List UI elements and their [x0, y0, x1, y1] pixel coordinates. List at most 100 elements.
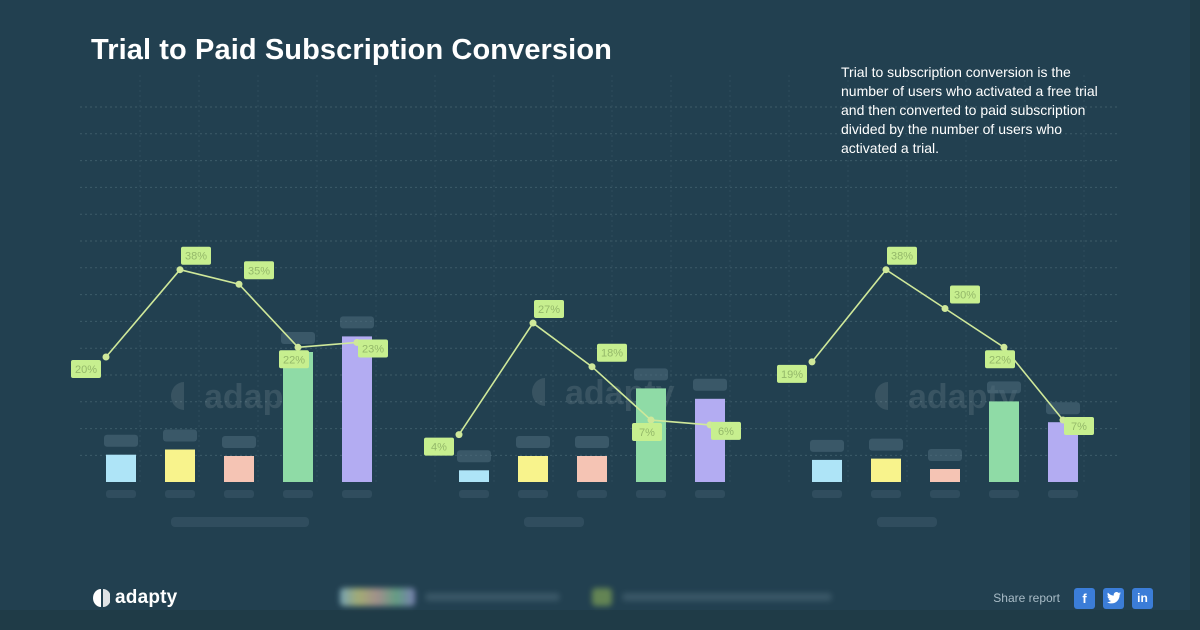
twitter-icon: [1106, 592, 1121, 604]
rate-label-background: [985, 350, 1015, 369]
bar-value-placeholder: [222, 436, 256, 448]
bar-value-placeholder: [928, 449, 962, 461]
rate-point[interactable]: [941, 305, 949, 312]
legend-text-line: [622, 593, 832, 601]
bar[interactable]: [342, 336, 372, 482]
legend-swatch-bars: [340, 588, 415, 606]
rate-label: 19%: [781, 369, 803, 381]
rate-label-background: [358, 339, 388, 358]
rate-label: 27%: [538, 304, 560, 316]
report-panel: [0, 0, 1190, 610]
legend-item-line: [592, 586, 832, 608]
bar[interactable]: [283, 352, 313, 482]
bar-value-placeholder: [987, 381, 1021, 394]
bar[interactable]: [459, 470, 489, 482]
bar-category-placeholder: [930, 490, 960, 498]
bar-value-placeholder: [634, 368, 668, 381]
facebook-share-button[interactable]: f: [1074, 587, 1095, 609]
bar[interactable]: [695, 398, 725, 482]
chart-description: Trial to subscription conversion is the …: [841, 64, 1098, 156]
rate-label-background: [181, 246, 211, 265]
bar[interactable]: [106, 454, 136, 482]
rate-point[interactable]: [808, 358, 816, 366]
bar-category-placeholder: [695, 490, 725, 498]
rate-point[interactable]: [588, 363, 596, 371]
bar-category-placeholder: [459, 490, 489, 498]
bar-category-placeholder: [518, 490, 548, 498]
bar[interactable]: [518, 456, 548, 482]
group-label-placeholder: [524, 517, 584, 527]
rate-label-background: [950, 285, 980, 304]
rate-label-background: [597, 343, 627, 362]
rate-label: 7%: [639, 427, 655, 439]
bar[interactable]: [165, 449, 195, 483]
rate-label: 38%: [891, 251, 913, 263]
bar-category-placeholder: [342, 490, 372, 498]
bar-category-placeholder: [812, 490, 842, 498]
footer-logo-text: adapty: [115, 587, 178, 608]
rate-label-background: [424, 437, 454, 456]
rate-label: 23%: [362, 343, 384, 355]
twitter-share-button[interactable]: [1103, 587, 1124, 609]
rate-label: 38%: [185, 251, 207, 263]
bar-value-placeholder: [340, 316, 374, 329]
bar-value-placeholder: [575, 436, 609, 448]
rate-label-background: [279, 350, 309, 369]
bar-value-placeholder: [869, 438, 903, 451]
rate-label: 30%: [954, 290, 976, 302]
rate-label: 22%: [283, 354, 305, 366]
rate-label-background: [632, 423, 662, 442]
linkedin-share-button[interactable]: in: [1132, 587, 1153, 609]
bar-value-placeholder: [693, 378, 727, 391]
rate-line: [105, 268, 358, 358]
rate-label: 7%: [1071, 421, 1087, 433]
legend-text-bars: [425, 593, 560, 601]
linkedin-icon: in: [1137, 591, 1148, 605]
bar-value-placeholder: [810, 439, 844, 452]
rate-label-background: [71, 360, 101, 378]
rate-point[interactable]: [1000, 343, 1008, 351]
bar-value-placeholder: [1046, 402, 1080, 415]
watermark-icon: [532, 378, 545, 406]
rate-label-background: [534, 300, 564, 319]
bar-category-placeholder: [224, 490, 254, 498]
bar[interactable]: [812, 459, 842, 482]
bar-category-placeholder: [577, 490, 607, 498]
footer-logo[interactable]: adapty: [92, 585, 177, 611]
rate-point[interactable]: [529, 319, 537, 327]
bar-category-placeholder: [989, 490, 1019, 498]
bar-value-placeholder: [104, 434, 138, 447]
rate-point[interactable]: [102, 353, 110, 361]
legend-swatch-line: [592, 588, 612, 606]
bar-category-placeholder: [106, 490, 136, 498]
rate-label: 18%: [601, 348, 623, 360]
rate-point[interactable]: [176, 266, 184, 274]
rate-point[interactable]: [647, 416, 655, 424]
bar-value-placeholder: [163, 429, 197, 442]
rate-label: 22%: [989, 354, 1011, 366]
chart-rate-labels: 20% 38% 35% 22% 23% 4% 27% 18% 7% 6% 19% 38% 30% 22% 7…: [71, 246, 1094, 456]
watermark-icon: [171, 382, 184, 410]
chart-bars: [104, 316, 1080, 527]
rate-label-background: [887, 246, 917, 265]
rate-label-background: [777, 364, 807, 383]
bar-category-placeholder: [1048, 490, 1078, 498]
share-report-label: Share report: [993, 591, 1060, 605]
facebook-icon: f: [1082, 590, 1087, 606]
rate-point[interactable]: [294, 343, 302, 351]
rate-label-background: [1064, 417, 1094, 436]
bar[interactable]: [930, 469, 960, 482]
bar[interactable]: [989, 401, 1019, 482]
bar[interactable]: [224, 456, 254, 482]
rate-point[interactable]: [235, 280, 243, 288]
bar[interactable]: [871, 458, 901, 482]
rate-label: 6%: [718, 426, 734, 438]
rate-label: 4%: [431, 442, 447, 454]
bar[interactable]: [577, 456, 607, 482]
chart-lines: [102, 266, 1067, 439]
rate-point[interactable]: [882, 266, 890, 274]
rate-label-background: [244, 261, 274, 280]
bar-category-placeholder: [871, 490, 901, 498]
rate-point[interactable]: [455, 431, 463, 439]
